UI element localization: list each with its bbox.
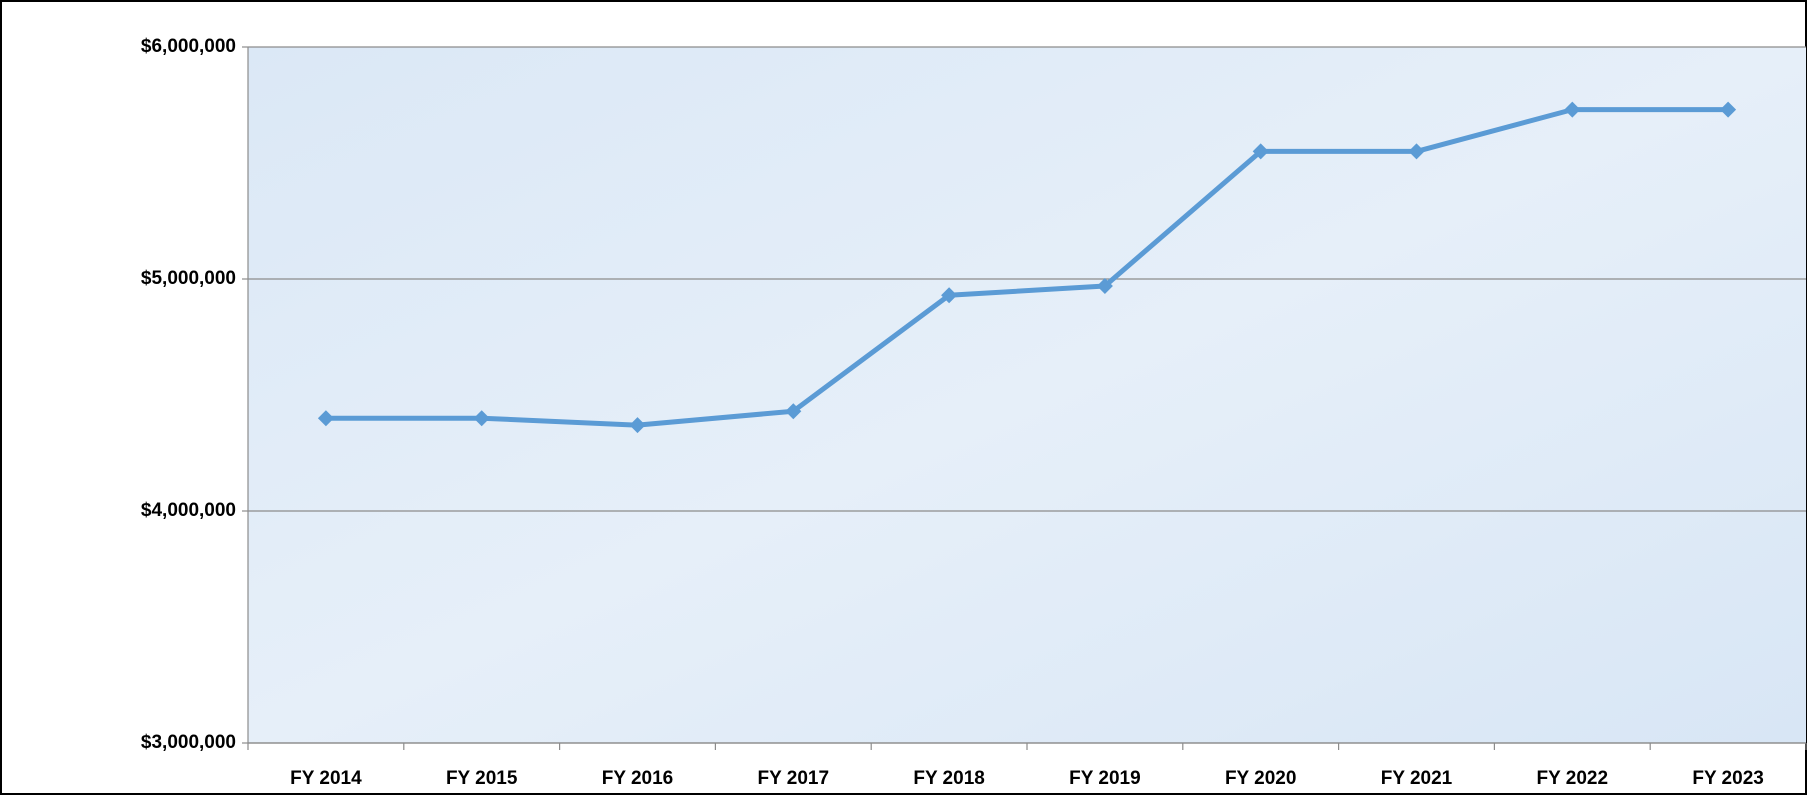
x-tick-label: FY 2018 [913, 768, 984, 789]
marker [1720, 101, 1737, 118]
x-tick-label: FY 2014 [290, 768, 362, 789]
marker [1096, 277, 1113, 294]
x-tick-label: FY 2020 [1225, 768, 1296, 789]
marker [941, 287, 958, 304]
marker [473, 410, 490, 427]
x-tick-label: FY 2015 [446, 768, 518, 789]
y-tick-label: $3,000,000 [141, 732, 236, 753]
x-tick-label: FY 2022 [1537, 768, 1608, 789]
marker [1252, 143, 1269, 160]
marker [1564, 101, 1581, 118]
marker [785, 403, 802, 420]
x-tick-label: FY 2019 [1069, 768, 1140, 789]
x-tick-label: FY 2023 [1692, 768, 1763, 789]
y-tick-label: $5,000,000 [141, 268, 236, 289]
x-tick-label: FY 2017 [758, 768, 829, 789]
y-tick-label: $4,000,000 [141, 500, 236, 521]
marker [317, 410, 334, 427]
marker [1408, 143, 1425, 160]
plot-area [248, 47, 1806, 743]
line [325, 107, 1729, 428]
marker [629, 417, 646, 434]
x-tick-label: FY 2016 [602, 768, 673, 789]
y-tick-label: $6,000,000 [141, 36, 236, 57]
x-tick-label: FY 2021 [1381, 768, 1453, 789]
